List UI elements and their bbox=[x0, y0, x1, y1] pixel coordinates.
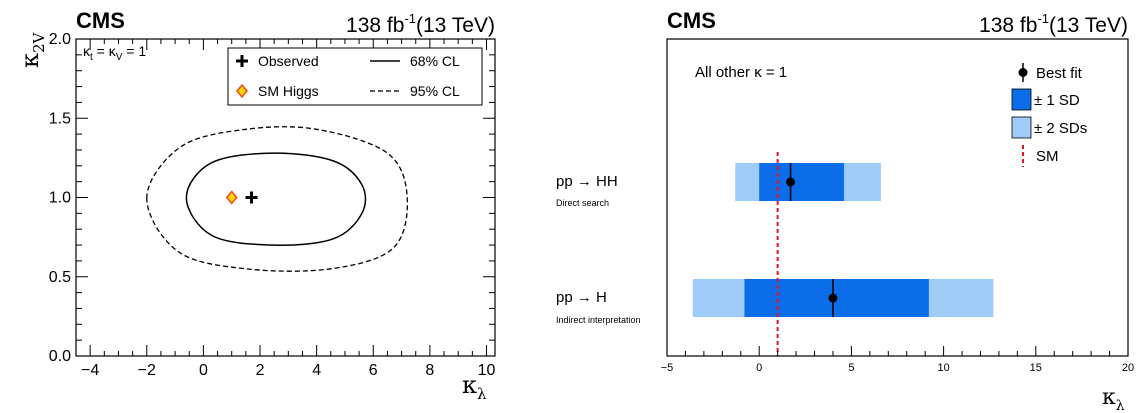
left-y-tick-label: 0.5 bbox=[49, 269, 71, 286]
right-lumi-label: 138 fb-1(13 TeV) bbox=[979, 11, 1128, 37]
row-label-pp-h: pp → H bbox=[556, 289, 607, 306]
left-y-tick-label: 0.0 bbox=[49, 348, 71, 365]
contour-68cl bbox=[185, 152, 367, 246]
left-lumi-label: 138 fb-1(13 TeV) bbox=[346, 11, 495, 37]
row-sublabel-indirect: Indirect interpretation bbox=[556, 315, 641, 325]
legend-95cl-label: 95% CL bbox=[410, 83, 460, 99]
left-x-tick-label: 8 bbox=[425, 362, 434, 379]
legend-observed-label: Observed bbox=[258, 53, 319, 69]
legend-2sd-icon bbox=[1011, 116, 1032, 139]
left-x-axis-label: κλ bbox=[462, 371, 487, 403]
legend-best-fit-label: Best fit bbox=[1036, 65, 1083, 82]
right-x-axis-label: κλ bbox=[1102, 385, 1125, 413]
sm-higgs-diamond bbox=[225, 190, 238, 205]
legend-1sd-label: ± 1 SD bbox=[1034, 92, 1080, 109]
row-sublabel-direct-search: Direct search bbox=[556, 198, 609, 208]
best-fit-point bbox=[828, 293, 838, 303]
right-x-tick-label: 15 bbox=[1030, 362, 1042, 374]
legend-observed-icon bbox=[236, 55, 248, 67]
right-note: All other κ = 1 bbox=[695, 64, 787, 81]
legend-sm-label: SM bbox=[1036, 148, 1059, 165]
best-fit-point bbox=[786, 177, 796, 187]
legend-sm-higgs-icon bbox=[236, 83, 248, 99]
left-y-axis: 0.0 0.5 1.0 1.5 2.0 bbox=[49, 31, 495, 365]
left-x-tick-label: 2 bbox=[256, 362, 265, 379]
left-y-tick-label: 2.0 bbox=[49, 31, 71, 48]
right-plot-frame bbox=[666, 38, 1129, 357]
legend-1sd-icon bbox=[1011, 88, 1032, 111]
row-label-pp-hh: pp → HH bbox=[556, 173, 618, 190]
right-x-tick-label: 20 bbox=[1122, 362, 1134, 374]
right-x-tick-label: 5 bbox=[848, 362, 854, 374]
left-x-tick-label: 4 bbox=[312, 362, 321, 379]
legend-2sd-label: ± 2 SDs bbox=[1034, 120, 1087, 137]
left-x-tick-label: −4 bbox=[81, 362, 99, 379]
right-best-fit-markers bbox=[786, 163, 838, 317]
right-panel: CMS 138 fb-1(13 TeV) −5 0 5 10 15 20 All othe… bbox=[556, 8, 1134, 413]
left-y-tick-label: 1.0 bbox=[49, 190, 71, 207]
contour-95cl bbox=[146, 126, 409, 272]
left-x-axis: −4 −2 0 2 4 6 8 10 bbox=[81, 39, 496, 379]
left-x-tick-label: 0 bbox=[199, 362, 208, 379]
left-y-tick-label: 1.5 bbox=[49, 110, 71, 127]
left-legend-box bbox=[227, 47, 483, 106]
right-x-tick-label: 10 bbox=[937, 362, 949, 374]
sm-higgs-marker bbox=[225, 190, 238, 205]
left-y-axis-label: κ2V bbox=[16, 31, 48, 68]
left-condition: κt = κV = 1 bbox=[83, 43, 146, 63]
left-x-tick-label: 6 bbox=[369, 362, 378, 379]
left-cms-label: CMS bbox=[76, 8, 125, 33]
left-legend: Observed SM Higgs 68% CL 95% CL bbox=[227, 47, 483, 106]
left-x-tick-label: 10 bbox=[478, 362, 496, 379]
right-x-axis: −5 0 5 10 15 20 bbox=[661, 346, 1134, 374]
right-cms-label: CMS bbox=[667, 8, 716, 33]
legend-68cl-label: 68% CL bbox=[410, 53, 460, 69]
right-legend: Best fit ± 1 SD ± 2 SDs SM bbox=[1011, 63, 1087, 167]
right-x-tick-label: −5 bbox=[661, 362, 674, 374]
right-x-tick-label: 0 bbox=[756, 362, 762, 374]
left-x-tick-label: −2 bbox=[138, 362, 156, 379]
right-bars bbox=[692, 163, 994, 317]
left-panel: CMS 138 fb-1(13 TeV) −4 −2 0 2 4 6 8 10 0.0 0.5 1… bbox=[16, 8, 496, 403]
observed-marker bbox=[245, 191, 258, 204]
bar-1sd bbox=[759, 163, 845, 201]
legend-sm-higgs-label: SM Higgs bbox=[258, 83, 319, 99]
legend-best-fit-icon bbox=[1018, 63, 1028, 82]
